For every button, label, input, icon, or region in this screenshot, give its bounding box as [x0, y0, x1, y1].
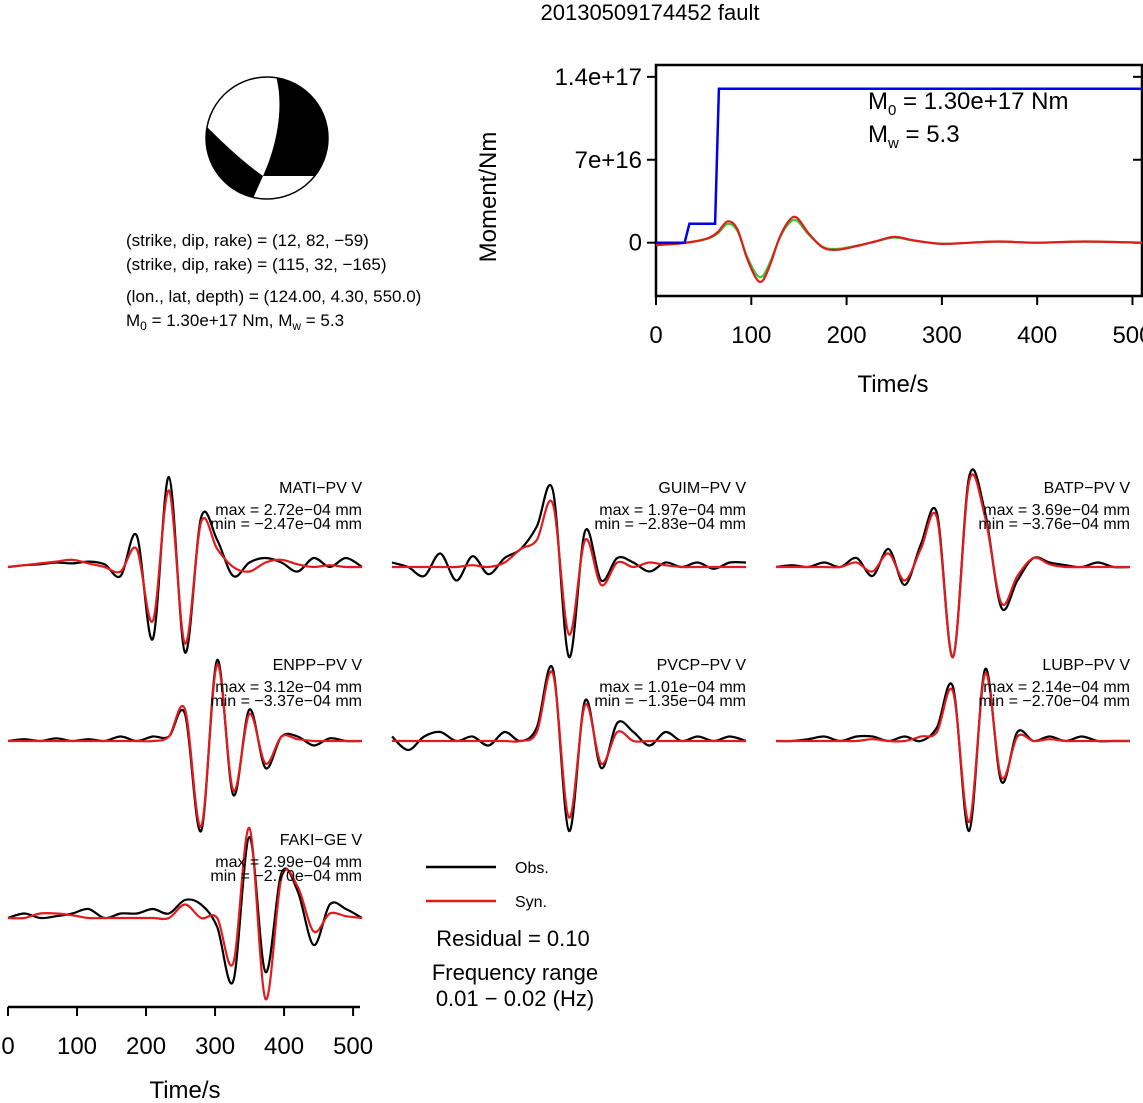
annot-mw-value: = 5.3	[899, 121, 960, 148]
stf-green-line	[655, 218, 1143, 279]
moment-xtick-label: 200	[827, 322, 867, 349]
synthetic-trace	[392, 670, 746, 819]
station-min: min = −1.35e−04 mm	[594, 693, 746, 710]
station-name: FAKI−GE V	[280, 832, 363, 849]
annot-m0-prefix: M	[868, 88, 888, 115]
station-name: BATP−PV V	[1044, 480, 1131, 497]
nodal-plane-2: (strike, dip, rake) = (115, 32, −165)	[126, 255, 386, 274]
station-name: LUBP−PV V	[1042, 657, 1130, 674]
moment-xtick-label: 500	[1112, 322, 1143, 349]
station-name: GUIM−PV V	[658, 480, 746, 497]
station-min: min = −2.70e−04 mm	[210, 868, 362, 885]
moment-annotation-mw: Mw = 5.3	[868, 121, 960, 152]
station-name: PVCP−PV V	[657, 657, 747, 674]
figure-title: 20130509174452 fault	[541, 0, 760, 25]
moment-function-chart: 0 7e+16 1.4e+17 0 100 200 300 400 500 Moment/Nm…	[475, 63, 1143, 398]
synthetic-trace	[7, 826, 363, 1001]
moment-xlabel: Time/s	[857, 371, 928, 398]
moment-ytick-label: 7e+16	[575, 147, 642, 174]
nodal-plane-1: (strike, dip, rake) = (12, 82, −59)	[126, 231, 369, 250]
station-max: max = 3.69e−04 mm	[983, 502, 1130, 519]
synthetic-trace	[776, 672, 1130, 824]
moment-ylabel: Moment/Nm	[475, 132, 502, 263]
bottom-xtick-label: 0	[1, 1033, 14, 1060]
magnitude-suffix: = 5.3	[301, 311, 344, 330]
magnitude-subw: w	[291, 319, 301, 333]
station-min: min = −2.47e−04 mm	[210, 516, 362, 533]
moment-xtick-label: 400	[1017, 322, 1057, 349]
synthetic-trace	[7, 489, 363, 645]
frequency-value: 0.01 − 0.02 (Hz)	[436, 986, 594, 1011]
legend-syn-label: Syn.	[515, 894, 547, 911]
bottom-time-axis: 0 100 200 300 400 500	[1, 1005, 373, 1060]
magnitude-mid: = 1.30e+17 Nm, M	[147, 311, 293, 330]
station-max: max = 2.72e−04 mm	[215, 502, 362, 519]
bottom-xtick-label: 200	[126, 1033, 166, 1060]
station-max: max = 2.14e−04 mm	[983, 679, 1130, 696]
beachball	[205, 76, 329, 200]
moment-xtick-label: 0	[649, 322, 662, 349]
beachball-outline	[205, 76, 329, 200]
bottom-xtick-label: 400	[264, 1033, 304, 1060]
station-min: min = −3.76e−04 mm	[978, 516, 1130, 533]
annot-mw-prefix: M	[868, 121, 888, 148]
magnitude-sub0: 0	[140, 319, 147, 333]
station-min: min = −2.70e−04 mm	[978, 693, 1130, 710]
bottom-xtick-label: 300	[195, 1033, 235, 1060]
moment-xtick-label: 100	[731, 322, 771, 349]
station-max: max = 3.12e−04 mm	[215, 679, 362, 696]
stf-red-line	[655, 215, 1143, 284]
annot-m0-sub: 0	[888, 102, 896, 119]
station-name: ENPP−PV V	[273, 657, 363, 674]
moment-plot-frame	[654, 63, 1143, 298]
station-min: min = −3.37e−04 mm	[210, 693, 362, 710]
moment-annotation-m0: M0 = 1.30e+17 Nm	[868, 88, 1068, 119]
bottom-xtick-label: 500	[333, 1033, 373, 1060]
annot-m0-value: = 1.30e+17 Nm	[896, 88, 1068, 115]
magnitude-prefix: M	[126, 311, 140, 330]
synthetic-trace	[8, 663, 362, 828]
magnitude-line: M0 = 1.30e+17 Nm, Mw = 5.3	[126, 311, 344, 333]
legend: Obs. Syn.	[426, 860, 549, 911]
hypocenter-location: (lon., lat, depth) = (124.00, 4.30, 550.…	[126, 287, 421, 306]
synthetic-trace	[392, 499, 746, 636]
moment-y-axis: 0 7e+16 1.4e+17	[555, 64, 1142, 257]
station-min: min = −2.83e−04 mm	[594, 516, 746, 533]
observed-trace	[775, 468, 1131, 659]
station-max: max = 1.97e−04 mm	[599, 502, 746, 519]
frequency-title: Frequency range	[432, 960, 598, 985]
station-max: max = 1.01e−04 mm	[599, 679, 746, 696]
moment-ytick-label: 1.4e+17	[555, 64, 642, 91]
bottom-xtick-label: 100	[57, 1033, 97, 1060]
moment-xtick-label: 300	[922, 322, 962, 349]
annot-mw-sub: w	[887, 135, 899, 152]
moment-x-axis: 0 100 200 300 400 500	[649, 296, 1143, 349]
station-name: MATI−PV V	[279, 480, 362, 497]
station-max: max = 2.99e−04 mm	[215, 854, 362, 871]
moment-ytick-label: 0	[629, 230, 642, 257]
bottom-xlabel: Time/s	[149, 1077, 220, 1103]
synthetic-trace	[776, 473, 1130, 659]
moment-blue-line	[656, 87, 1142, 244]
residual-text: Residual = 0.10	[436, 926, 590, 951]
legend-obs-label: Obs.	[515, 860, 549, 877]
observed-trace	[7, 835, 363, 985]
